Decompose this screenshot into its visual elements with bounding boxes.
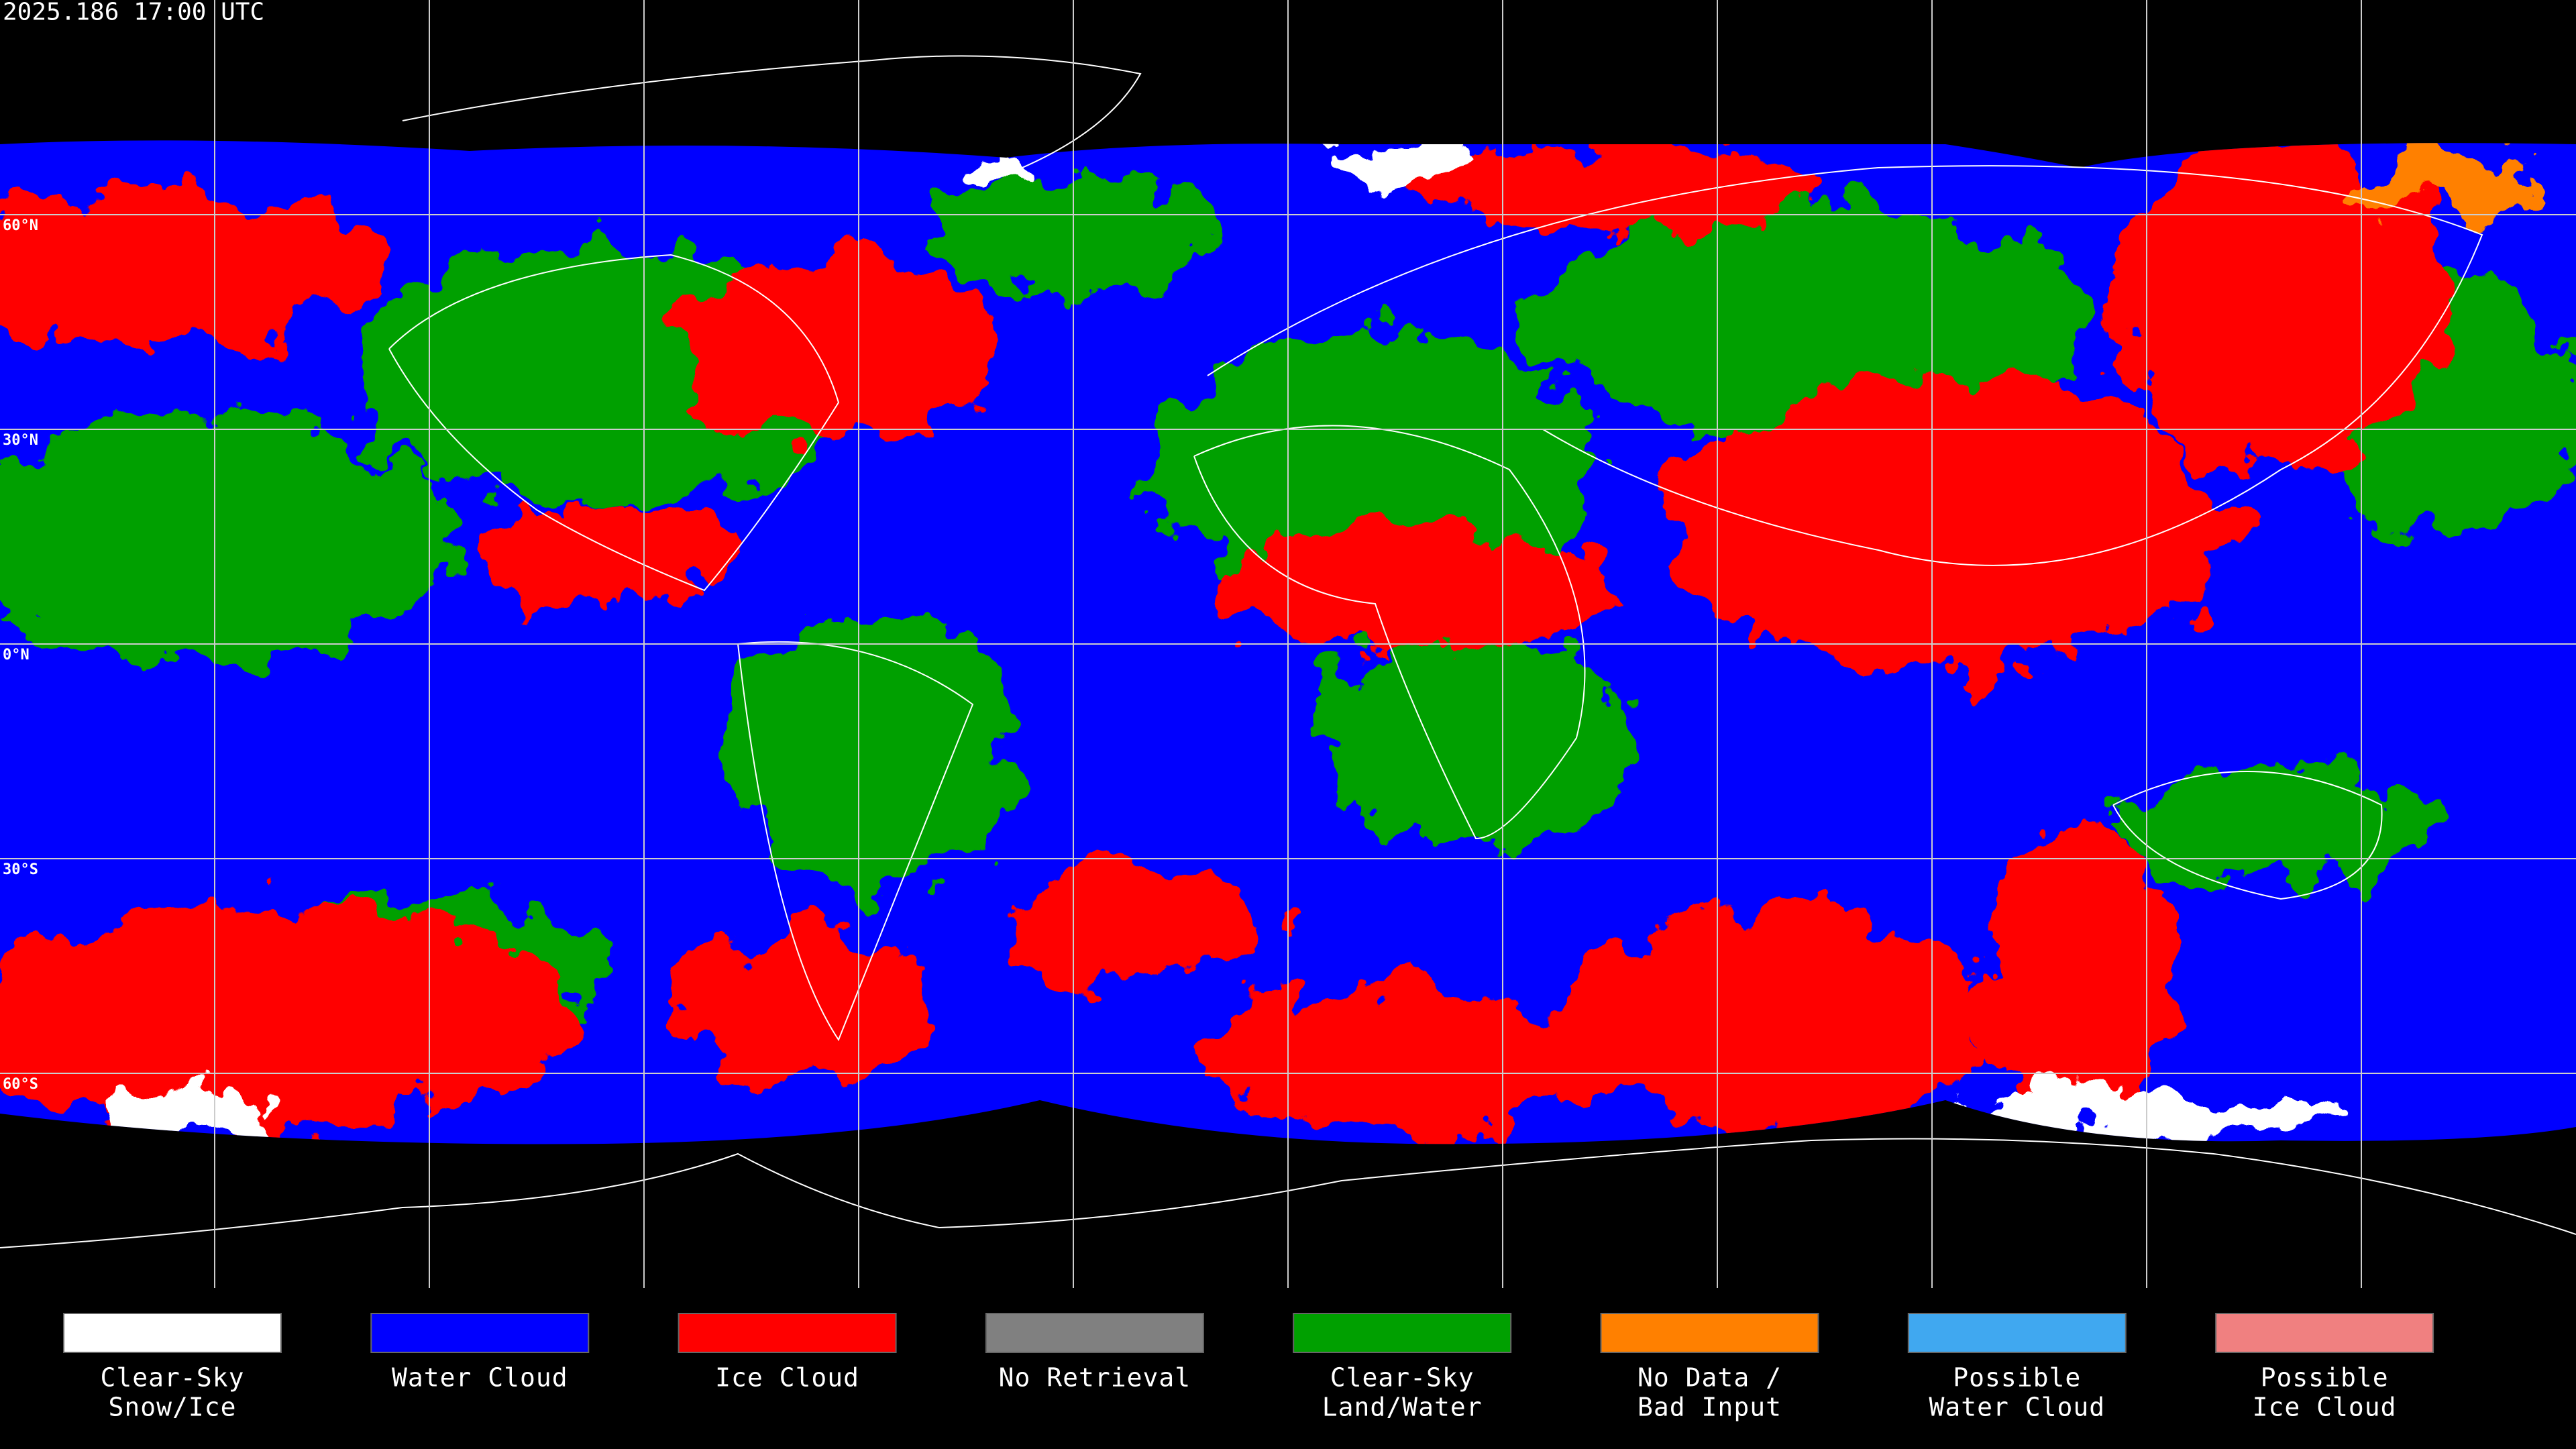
ice-area (1208, 986, 1610, 1134)
coastline (2112, 771, 2383, 900)
clear-area (724, 617, 1020, 885)
timestamp: 2025.186 17:00 UTC (3, 0, 264, 26)
latitude-label: 30°S (3, 861, 38, 878)
legend-label: Clear-Sky (1330, 1363, 1474, 1393)
snow-area (1315, 141, 1476, 181)
legend-swatch (1293, 1313, 1512, 1353)
legend-swatch (678, 1313, 897, 1353)
legend-label: Bad Input (1638, 1393, 1782, 1422)
legend-label: Snow/Ice (108, 1393, 236, 1422)
ice-area (1208, 530, 1610, 651)
ice-area (1664, 376, 2227, 671)
legend-label: Ice Cloud (2253, 1393, 2397, 1422)
legend-swatch (370, 1313, 590, 1353)
legend-label: Clear-Sky (101, 1363, 245, 1393)
coastline (737, 641, 974, 1042)
coastline (388, 254, 840, 592)
snow-area (107, 1087, 268, 1140)
coastline (1207, 165, 2483, 566)
legend-label: Water Cloud (1929, 1393, 2105, 1422)
legend-label: Land/Water (1322, 1393, 1483, 1422)
cloud-fields (0, 140, 2576, 1140)
ice-cloud-areas (0, 140, 2449, 1134)
legend-label: No Data / (1638, 1363, 1782, 1393)
ice-area (671, 926, 939, 1087)
ice-area (0, 906, 570, 1134)
coastline (402, 55, 1142, 175)
ice-area (684, 255, 993, 443)
latitude-label: 60°S (3, 1076, 38, 1093)
ice-area (1409, 141, 1811, 235)
legend-label: Possible (2261, 1363, 2389, 1393)
ice-area (1979, 825, 2180, 1120)
clear-area (1315, 631, 1637, 845)
ice-area (0, 188, 382, 349)
ice-area (1006, 865, 1275, 986)
legend-panel (0, 1288, 2576, 1449)
legend-swatch (63, 1313, 282, 1353)
legend-swatch (1600, 1313, 1819, 1353)
latitude-label: 60°N (3, 217, 38, 234)
latitude-label: 0°N (3, 647, 30, 663)
legend-swatch (1907, 1313, 2127, 1353)
snow-area (959, 151, 1053, 184)
coastline (0, 1138, 2576, 1248)
coastlines (0, 55, 2576, 1248)
coastline (1193, 425, 1586, 840)
legend-label: No Retrieval (999, 1363, 1191, 1393)
legend-label: Ice Cloud (715, 1363, 859, 1393)
ice-area (1563, 906, 1992, 1134)
legend-label: Water Cloud (392, 1363, 568, 1393)
legend-label: Possible (1953, 1363, 2081, 1393)
legend-swatch (2215, 1313, 2434, 1353)
ice-area (2113, 140, 2449, 470)
no-data-area (2368, 148, 2529, 215)
snow-ice-areas (107, 141, 2348, 1140)
clear-area (0, 416, 456, 657)
ice-area (470, 510, 738, 604)
legend-swatch (985, 1313, 1204, 1353)
graticule: 60°N 30°N 0°N 30°S 60°S (0, 0, 2576, 1288)
latitude-label: 30°N (3, 432, 38, 449)
